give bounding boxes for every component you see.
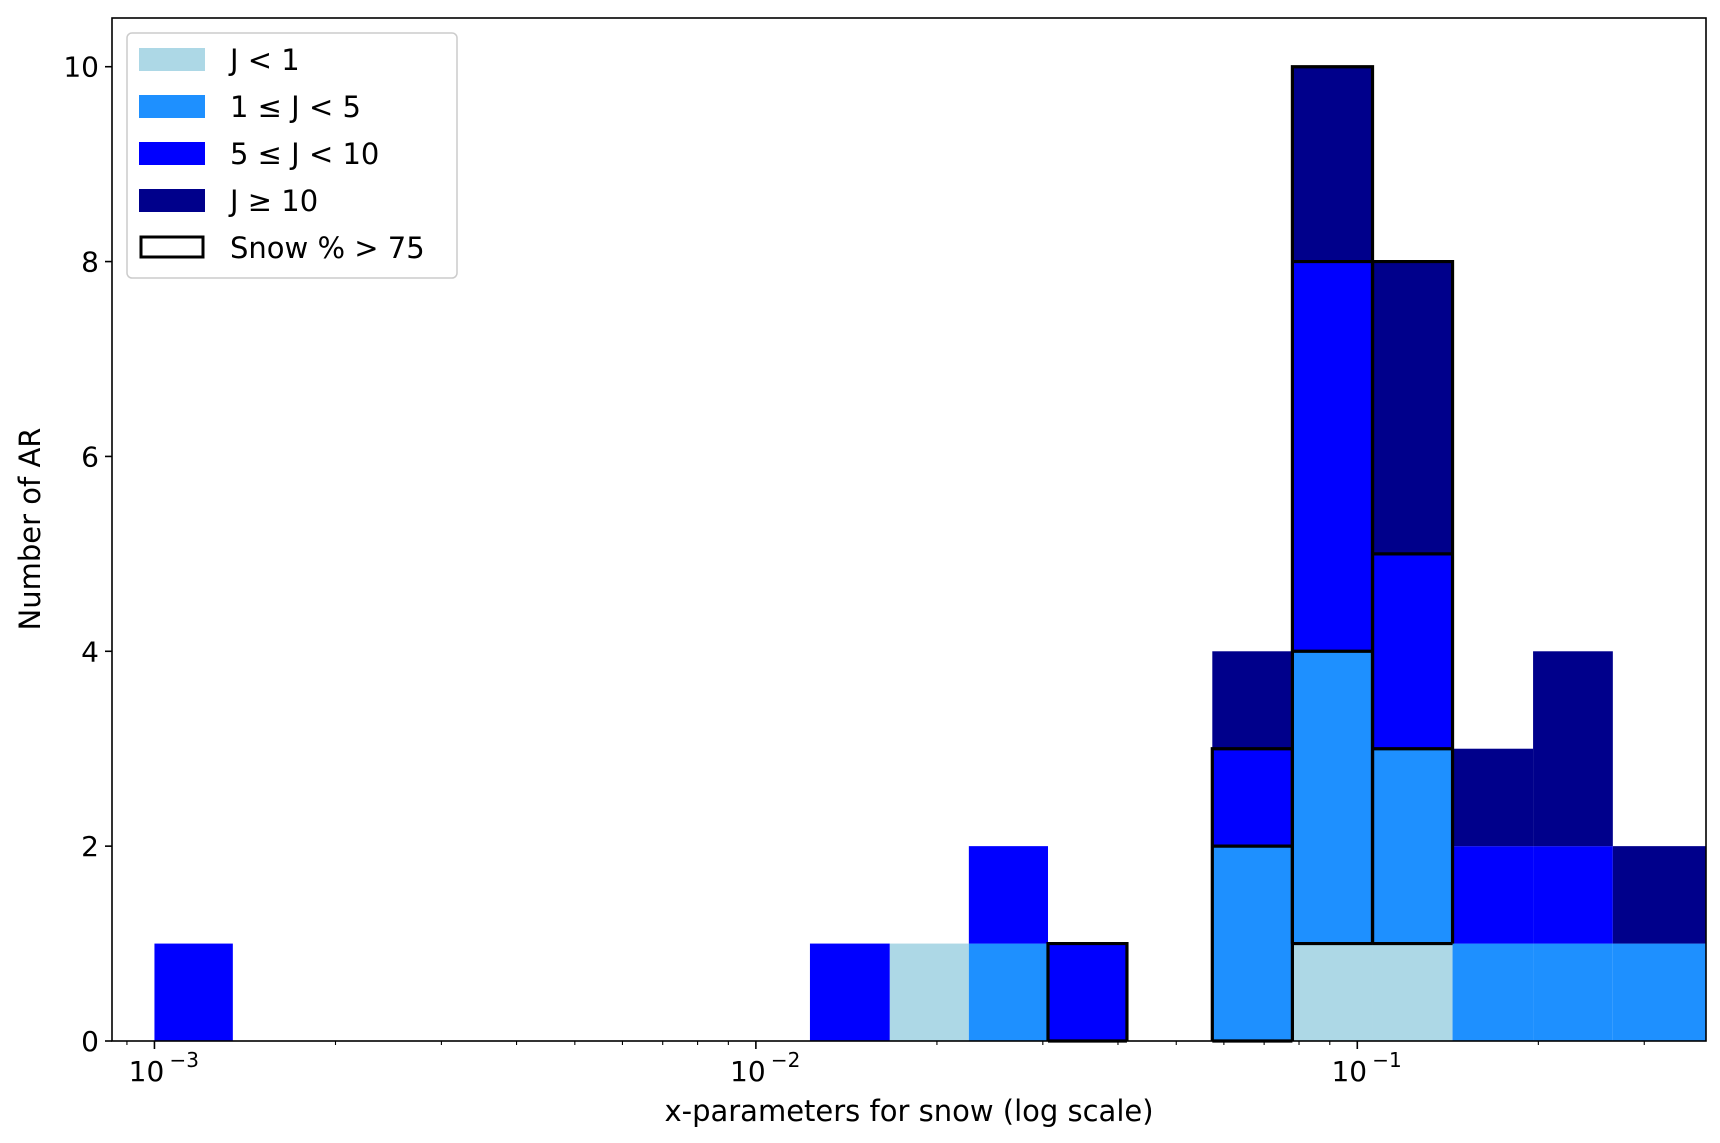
legend: J < 1 1 ≤ J < 5 5 ≤ J < 10 J ≥ 10 Snow %… [126, 32, 458, 279]
bar-bin-1-series-2 [809, 943, 890, 1041]
y-tick-label-0: 0 [81, 1025, 99, 1058]
y-tick-label-4: 4 [81, 635, 99, 668]
bar-bin-6-series-1 [1292, 651, 1373, 944]
bar-bin-2-series-0 [889, 943, 969, 1041]
bar-bin-3-series-2 [968, 846, 1049, 944]
y-tick-label-2: 2 [81, 830, 99, 863]
bar-bin-5-series-1 [1212, 846, 1293, 1041]
x-tick-label-2: 10 [1331, 1055, 1367, 1088]
bar-bin-6-series-2 [1292, 261, 1373, 652]
legend-label-j-5-10: 5 ≤ J < 10 [230, 137, 379, 171]
legend-label-snow-outline: Snow % > 75 [230, 231, 425, 265]
y-tick-label-10: 10 [63, 51, 99, 84]
snow-outline-box-3 [1370, 259, 1455, 944]
bar-bin-6-series-0 [1292, 943, 1373, 1041]
legend-swatch-snow-outline [139, 235, 205, 259]
bar-bin-7-series-1 [1372, 748, 1453, 944]
legend-label-j-ge-10: J ≥ 10 [228, 184, 318, 218]
legend-box [126, 32, 458, 279]
bar-bin-7-series-0 [1372, 943, 1453, 1041]
y-axis-label: Number of AR [13, 428, 47, 631]
bar-bin-6-series-3 [1292, 66, 1373, 262]
legend-swatch-j-1-5 [139, 95, 205, 118]
bar-bin-8-series-2 [1452, 846, 1534, 944]
x-tick-label-0: 10 [129, 1055, 165, 1088]
snow-outline-layer [1046, 65, 1455, 1043]
x-tick-exponent-2: −1 [1372, 1048, 1401, 1072]
bar-bin-3-series-1 [968, 943, 1049, 1041]
bar-bin-10-series-1 [1612, 943, 1706, 1041]
legend-swatch-j-5-10 [139, 142, 205, 165]
legend-swatch-j-ge-10 [139, 189, 205, 212]
bar-bin-4-series-2 [1048, 943, 1127, 1041]
x-tick-label-1: 10 [730, 1055, 766, 1088]
bar-bin-0-series-2 [154, 943, 233, 1041]
legend-swatch-j-lt-1 [139, 48, 205, 71]
bar-bin-8-series-1 [1452, 943, 1534, 1041]
bar-bin-7-series-2 [1372, 553, 1453, 749]
x-tick-exponent-0: −3 [169, 1048, 198, 1072]
x-tick-exponent-1: −2 [771, 1048, 800, 1072]
bars-layer [154, 66, 1706, 1041]
y-tick-label-6: 6 [81, 440, 99, 473]
bar-bin-8-series-3 [1452, 748, 1534, 847]
bar-bin-9-series-2 [1533, 846, 1613, 944]
bar-bin-10-series-3 [1612, 846, 1706, 944]
bar-bin-9-series-1 [1533, 943, 1613, 1041]
y-tick-label-8: 8 [81, 246, 99, 279]
legend-label-j-lt-1: J < 1 [228, 43, 300, 77]
x-axis-label: x-parameters for snow (log scale) [664, 1094, 1153, 1128]
bar-bin-5-series-3 [1212, 651, 1293, 749]
legend-label-j-1-5: 1 ≤ J < 5 [230, 90, 361, 124]
bar-bin-9-series-3 [1533, 651, 1613, 847]
bar-bin-5-series-2 [1212, 748, 1293, 847]
plot-frame [111, 17, 1707, 1042]
bar-bin-7-series-3 [1372, 261, 1453, 554]
snow-outline-box-0 [1046, 941, 1129, 1041]
